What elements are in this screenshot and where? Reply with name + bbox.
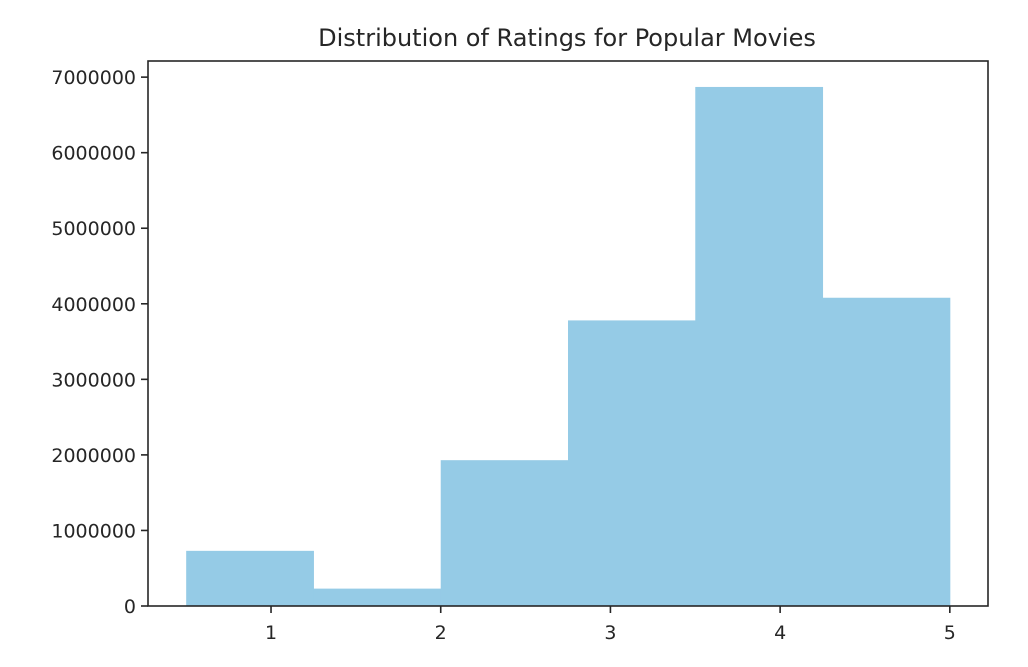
y-tick-label: 1000000 (51, 520, 136, 542)
y-tick-label: 2000000 (51, 445, 136, 467)
y-tick-label: 7000000 (51, 67, 136, 89)
y-tick-label: 3000000 (51, 369, 136, 391)
y-tick-label: 0 (124, 596, 136, 618)
x-tick-label: 4 (774, 622, 786, 644)
histogram-bar-5 (695, 86, 824, 606)
plot-area-frame (147, 60, 989, 607)
histogram-bar-1 (186, 550, 314, 606)
histogram-bar-6 (822, 297, 951, 606)
histogram-bar-3 (440, 460, 569, 606)
x-axis-ticks: 1 2 3 4 5 (265, 606, 956, 644)
y-tick-label: 5000000 (51, 218, 136, 240)
y-tick-label: 4000000 (51, 294, 136, 316)
x-tick-label: 3 (604, 622, 616, 644)
bars-layer (186, 86, 951, 606)
x-tick-label: 2 (435, 622, 447, 644)
chart-title: Distribution of Ratings for Popular Movi… (318, 24, 816, 52)
histogram-bar-2 (313, 588, 442, 606)
x-tick-label: 5 (944, 622, 956, 644)
y-axis-ticks: 0 1000000 2000000 3000000 4000000 5000000 6000… (51, 67, 148, 618)
histogram-bar-4 (568, 320, 696, 606)
y-tick-label: 6000000 (51, 143, 136, 165)
x-tick-label: 1 (265, 622, 277, 644)
